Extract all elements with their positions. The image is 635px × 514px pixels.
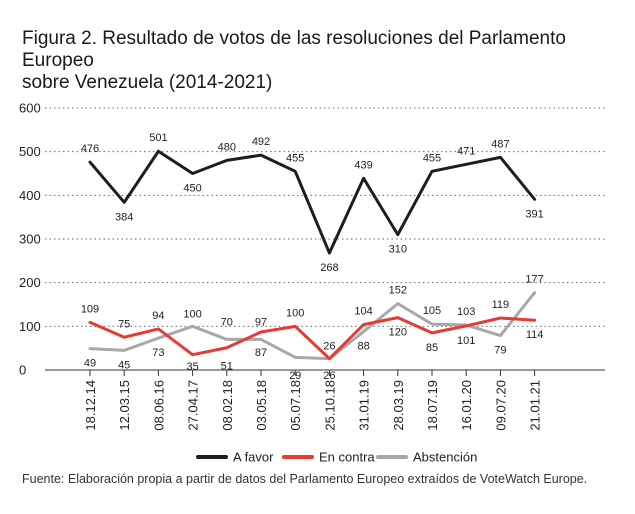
y-axis: 0 100 200 300 400 500 600 (19, 101, 41, 378)
x-tick-label-31.01.19: 31.01.19 (357, 380, 372, 431)
series-line-abstención (88, 291, 537, 361)
data-label-en-contra-18.07.19: 85 (426, 342, 438, 354)
y-tick-label-100: 100 (19, 319, 41, 334)
legend: A favor En contra Abstención (196, 450, 477, 465)
x-tick-label-12.03.15: 12.03.15 (117, 380, 132, 431)
y-tick-label-400: 400 (19, 188, 41, 203)
data-label-a-favor-18.12.14: 476 (81, 143, 99, 155)
data-label-en-contra-27.04.17: 35 (186, 361, 198, 373)
data-label-en-contra-18.12.14: 109 (81, 303, 99, 315)
data-label-a-favor-27.04.17: 450 (183, 183, 201, 195)
data-label-en-contra-08.02.18: 51 (221, 361, 233, 373)
data-label-en-contra-12.03.15: 75 (118, 318, 130, 330)
x-axis: 18.12.14 12.03.15 08.06.16 27.04.17 08.02.18… (45, 369, 605, 431)
data-label-abstención-31.01.19: 88 (357, 341, 369, 353)
x-tick-label-25.10.18: 25.10.18 (322, 380, 337, 431)
data-labels: 476 384 501 450 480 492 455 268 439 310 455 471 487 3… (81, 132, 544, 382)
data-label-en-contra-31.01.19: 104 (354, 306, 372, 318)
series-line-en-contra (88, 316, 537, 361)
data-label-a-favor-08.06.16: 501 (149, 132, 167, 144)
x-tick-label-28.03.19: 28.03.19 (391, 380, 406, 431)
series-group (88, 149, 537, 361)
legend-label-a-favor: A favor (233, 450, 274, 465)
chart-title: Figura 2. Resultado de votos de las reso… (22, 28, 622, 94)
data-label-en-contra-21.01.21: 114 (526, 329, 544, 341)
data-label-en-contra-09.07.20: 119 (492, 299, 510, 311)
x-tick-label-08.02.18: 08.02.18 (220, 380, 235, 431)
x-tick-label-08.06.16: 08.06.16 (151, 380, 166, 431)
data-label-abstención-25.10.18: 26 (323, 370, 335, 382)
data-label-en-contra-08.06.16: 94 (152, 310, 164, 322)
data-label-a-favor-09.07.20: 487 (491, 138, 509, 150)
source-note: Fuente: Elaboración propia a partir de d… (22, 472, 588, 486)
data-label-abstención-27.04.17: 100 (183, 308, 201, 320)
data-label-abstención-08.02.18: 70 (221, 316, 233, 328)
data-label-a-favor-08.02.18: 480 (218, 141, 236, 153)
y-tick-label-600: 600 (19, 101, 41, 116)
data-label-abstención-08.06.16: 73 (152, 347, 164, 359)
chart-title-line2: sobre Venezuela (2014-2021) (22, 72, 273, 93)
data-label-a-favor-28.03.19: 310 (389, 244, 407, 256)
data-label-a-favor-25.10.18: 268 (320, 262, 338, 274)
x-tick-label-27.04.17: 27.04.17 (186, 380, 201, 431)
data-label-a-favor-21.01.21: 391 (525, 208, 543, 220)
x-tick-label-03.05.18: 03.05.18 (254, 380, 269, 431)
y-tick-label-300: 300 (19, 232, 41, 247)
data-label-en-contra-05.07.18: 100 (286, 307, 304, 319)
data-label-abstención-18.07.19: 105 (423, 305, 441, 317)
data-label-en-contra-03.05.18: 87 (255, 347, 267, 359)
x-tick-label-18.07.19: 18.07.19 (425, 380, 440, 431)
data-label-abstención-16.01.20: 103 (457, 306, 475, 318)
x-tick-label-18.12.14: 18.12.14 (83, 380, 98, 431)
series-line-a-favor (88, 149, 537, 255)
data-label-en-contra-25.10.18: 26 (323, 341, 335, 353)
data-label-a-favor-31.01.19: 439 (354, 159, 372, 171)
chart-title-line1: Figura 2. Resultado de votos de las reso… (22, 28, 566, 71)
y-tick-label-500: 500 (19, 144, 41, 159)
y-tick-label-200: 200 (19, 275, 41, 290)
x-tick-label-21.01.21: 21.01.21 (528, 380, 543, 431)
data-label-a-favor-03.05.18: 492 (252, 136, 270, 148)
x-tick-label-05.07.18: 05.07.18 (288, 380, 303, 431)
data-label-abstención-28.03.19: 152 (389, 285, 407, 297)
line-chart: 0 100 200 300 400 500 600 18.12.14 12.03.15 08.0… (19, 101, 605, 465)
data-label-a-favor-18.07.19: 455 (423, 152, 441, 164)
legend-label-abstención: Abstención (413, 450, 477, 465)
data-label-abstención-21.01.21: 177 (525, 274, 543, 286)
y-tick-label-0: 0 (19, 363, 26, 378)
data-label-abstención-12.03.15: 45 (118, 359, 130, 371)
data-label-en-contra-28.03.19: 120 (389, 327, 407, 339)
data-label-abstención-18.12.14: 49 (84, 358, 96, 370)
legend-label-en-contra: En contra (319, 450, 375, 465)
data-label-abstención-05.07.18: 29 (289, 370, 301, 382)
data-label-abstención-03.05.18: 97 (255, 316, 267, 328)
data-label-a-favor-16.01.20: 471 (457, 145, 475, 157)
data-label-en-contra-16.01.20: 101 (457, 335, 475, 347)
data-label-a-favor-05.07.18: 455 (286, 152, 304, 164)
data-label-a-favor-12.03.15: 384 (115, 211, 133, 223)
x-tick-label-09.07.20: 09.07.20 (493, 380, 508, 431)
data-label-abstención-09.07.20: 79 (494, 345, 506, 357)
x-tick-label-16.01.20: 16.01.20 (459, 380, 474, 431)
